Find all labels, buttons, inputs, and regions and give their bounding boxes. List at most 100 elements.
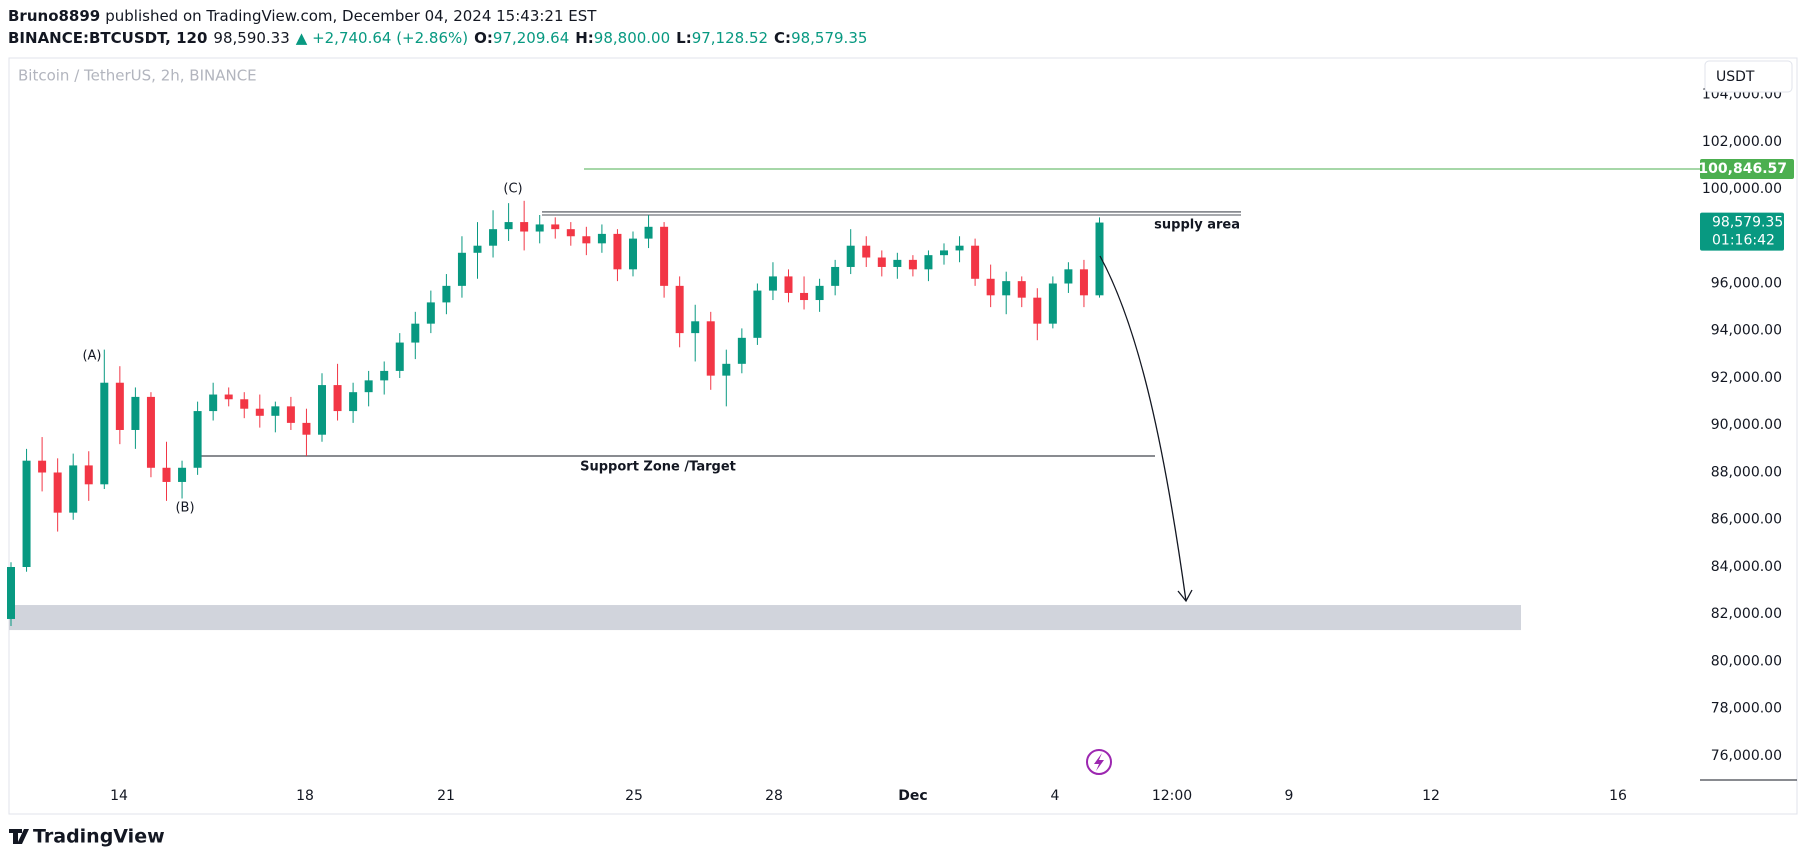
candle-body xyxy=(566,229,575,237)
candle-body xyxy=(489,229,498,246)
candle-body xyxy=(940,250,948,256)
candle-body xyxy=(7,566,15,619)
candle-body xyxy=(84,465,93,485)
currency[interactable]: USDT xyxy=(1716,69,1755,85)
candle-body xyxy=(986,278,995,296)
candle-body xyxy=(520,222,529,232)
chart-layer: 76,000.00 78,000.00 80,000.00 82,000.00 84,0… xyxy=(7,87,1794,804)
candle-body xyxy=(302,422,311,435)
candle-body xyxy=(473,245,482,253)
candle-body xyxy=(255,408,264,416)
arrow xyxy=(1099,255,1187,602)
x-tick-label: 14 xyxy=(110,788,128,804)
x-tick-label: 21 xyxy=(437,788,455,804)
candle-body xyxy=(924,255,933,270)
candle-body xyxy=(457,252,466,286)
candle-body xyxy=(131,396,140,430)
h-value: 98,800.00 xyxy=(594,29,670,47)
o-value: 97,209.64 xyxy=(493,29,569,47)
l-label: L: xyxy=(676,29,692,47)
alert-tag xyxy=(1700,158,1794,179)
currency-button[interactable] xyxy=(1704,60,1793,93)
supply-label: supply area xyxy=(1154,217,1240,232)
last-price-tag xyxy=(1700,212,1784,251)
candle-body xyxy=(815,285,824,301)
o-label: O: xyxy=(474,29,493,47)
y-tick-label: 76,000.00 xyxy=(1711,748,1782,764)
y-tick-label: 96,000.00 xyxy=(1711,275,1782,291)
candle-body xyxy=(831,266,840,286)
wave-label: (B) xyxy=(175,501,194,516)
x-tick-label: 28 xyxy=(765,788,783,804)
candle-body xyxy=(115,382,124,430)
y-tick-label: 92,000.00 xyxy=(1711,370,1782,386)
candle-body xyxy=(908,259,917,270)
candle-body xyxy=(722,363,731,376)
y-tick-label: 86,000.00 xyxy=(1711,512,1782,528)
author: Bruno8899 xyxy=(8,7,100,25)
candle-body xyxy=(582,236,591,244)
event-bolt xyxy=(1094,753,1104,771)
y-tick-label: 94,000.00 xyxy=(1711,323,1782,339)
symbol: BINANCE:BTCUSDT, 120 xyxy=(8,29,207,47)
candle-body xyxy=(1033,297,1042,324)
y-tick-label: 88,000.00 xyxy=(1711,464,1782,480)
countdown: 01:16:42 xyxy=(1712,233,1775,249)
candle-body xyxy=(224,394,233,400)
publish-line: Bruno8899 published on TradingView.com, D… xyxy=(8,7,597,25)
candle-body xyxy=(240,399,249,409)
y-tick-label: 80,000.00 xyxy=(1711,653,1782,669)
y-tick-label: 78,000.00 xyxy=(1711,701,1782,717)
y-tick-label: 102,000.00 xyxy=(1702,134,1782,150)
candle-body xyxy=(1064,269,1073,284)
y-tick-label: 84,000.00 xyxy=(1711,559,1782,575)
candle-body xyxy=(69,465,78,513)
x-tick-label: 12 xyxy=(1422,788,1440,804)
candle-body xyxy=(178,467,187,482)
candle-body xyxy=(146,396,155,468)
candle-body xyxy=(100,382,109,485)
arrow-head xyxy=(1177,589,1193,603)
target-zone xyxy=(9,605,1521,631)
wave-label: (C) xyxy=(503,182,522,197)
candle-body xyxy=(971,245,980,279)
candle-body xyxy=(411,323,420,343)
candle-body xyxy=(504,222,513,230)
candle-body xyxy=(846,245,855,267)
x-tick-label: 9 xyxy=(1285,788,1294,804)
candle-body xyxy=(286,406,295,423)
candle-body xyxy=(629,238,637,270)
candle-body xyxy=(675,285,684,334)
x-tick-label: 12:00 xyxy=(1152,788,1192,804)
candle-body xyxy=(877,257,886,267)
candle-body xyxy=(597,233,606,244)
y-tick-label: 82,000.00 xyxy=(1711,606,1782,622)
candle-body xyxy=(644,226,653,239)
x-tick-label: 4 xyxy=(1051,788,1060,804)
logo-mark xyxy=(9,829,29,844)
support-label: Support Zone /Target xyxy=(580,459,736,474)
candle-body xyxy=(691,321,700,334)
candle-body xyxy=(318,385,326,435)
y-tick-label: 100,000.00 xyxy=(1702,181,1782,197)
candle-body xyxy=(193,411,202,468)
l-value: 97,128.52 xyxy=(692,29,768,47)
c-label: C: xyxy=(774,29,791,47)
candle-body xyxy=(364,380,373,393)
candle-body xyxy=(613,233,622,270)
chart-frame xyxy=(8,57,1798,815)
candle-body xyxy=(535,224,544,232)
candle-body xyxy=(768,276,777,291)
candle-body xyxy=(753,290,762,338)
candle-body xyxy=(442,285,451,303)
chart-title: Bitcoin / TetherUS, 2h, BINANCE xyxy=(18,67,257,85)
candle-body xyxy=(22,460,31,567)
candle-body xyxy=(426,302,435,324)
brand: TradingView xyxy=(33,826,165,848)
candle-body xyxy=(333,385,342,412)
candle-body xyxy=(1079,269,1088,296)
x-tick-label: 25 xyxy=(625,788,643,804)
candle-body xyxy=(209,394,218,412)
